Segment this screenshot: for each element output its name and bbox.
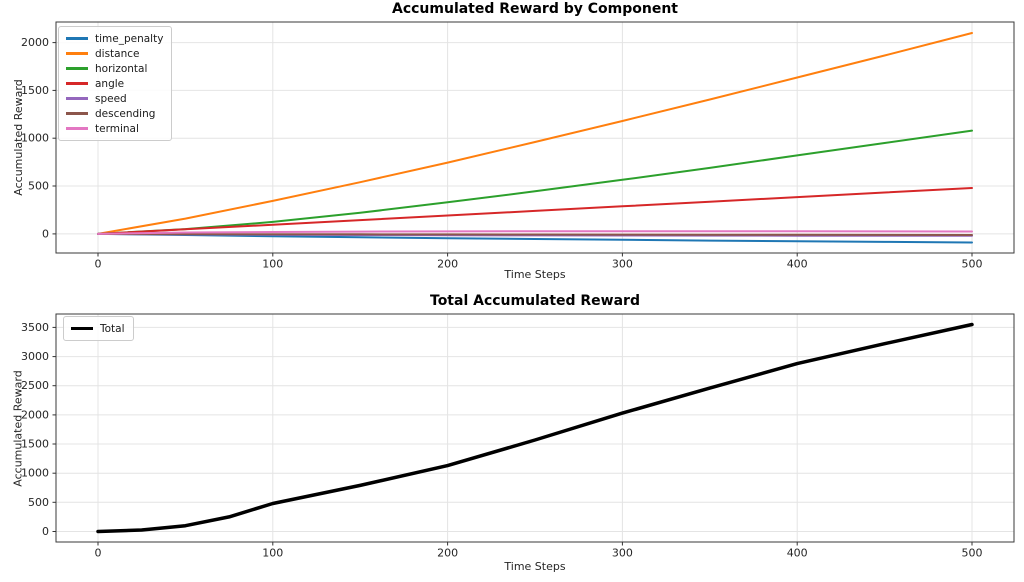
component-x-axis-label: Time Steps: [504, 268, 566, 281]
legend-label: time_penalty: [95, 32, 164, 45]
data-series: [97, 32, 973, 244]
series-line-terminal: [97, 230, 973, 235]
legend-label: horizontal: [95, 62, 148, 75]
y-tick-label: 0: [42, 227, 49, 240]
plot-spines: [55, 21, 1015, 254]
legend-label: terminal: [95, 122, 139, 135]
component-chart-title: Accumulated Reward by Component: [391, 1, 678, 17]
x-tick-label: 500: [962, 258, 983, 271]
x-tick-label: 300: [612, 258, 633, 271]
x-tick-label: 0: [95, 547, 102, 560]
data-series: [96, 322, 974, 534]
series-line-time_penalty: [97, 232, 973, 244]
legend-entry-speed: speed: [66, 91, 163, 106]
legend-line-swatch: [66, 127, 88, 130]
component-reward-chart: 0 100 200 300 400 500 0 500 1000 1500 2000 Accumul…: [0, 0, 1024, 290]
legend-entry-Total: Total: [71, 321, 125, 336]
legend-label: speed: [95, 92, 127, 105]
legend-line-swatch: [66, 97, 88, 100]
total-reward-chart: 0 100 200 300 400 500 0 500 1000 1500 2000 2500 3000…: [0, 292, 1024, 582]
y-tick-label: 2000: [21, 36, 49, 49]
legend-entry-distance: distance: [66, 46, 163, 61]
legend-label: descending: [95, 107, 156, 120]
gridlines: [56, 22, 1014, 253]
legend-label: distance: [95, 47, 140, 60]
x-tick-label: 200: [437, 547, 458, 560]
legend-entry-descending: descending: [66, 106, 163, 121]
legend-entry-horizontal: horizontal: [66, 61, 163, 76]
legend-line-swatch: [66, 67, 88, 70]
legend-line-swatch: [66, 52, 88, 55]
y-tick-label: 1000: [21, 132, 49, 145]
legend-label: angle: [95, 77, 125, 90]
total-x-axis-label: Time Steps: [504, 560, 566, 573]
x-tick-label: 400: [787, 258, 808, 271]
x-tick-label: 100: [262, 547, 283, 560]
legend-entry-terminal: terminal: [66, 121, 163, 136]
y-tick-label: 3500: [21, 321, 49, 334]
y-tick-label: 1000: [21, 467, 49, 480]
x-tick-label: 300: [612, 547, 633, 560]
total-y-axis-label: Accumulated Reward: [11, 370, 25, 487]
component-legend: time_penalty distance horizontal angle speed…: [58, 26, 173, 141]
component-y-axis-label: Accumulated Reward: [12, 79, 25, 196]
series-line-Total: [96, 322, 974, 534]
y-tick-label: 3000: [21, 350, 49, 363]
series-line-descending: [97, 232, 973, 236]
gridlines: [56, 314, 1014, 542]
total-chart-title: Total Accumulated Reward: [430, 293, 640, 309]
y-tick-label: 0: [42, 525, 49, 538]
y-tick-label: 2500: [21, 379, 49, 392]
total-plot-area: 0 100 200 300 400 500 0 500 1000 1500 2000 2500 3000…: [21, 313, 1015, 560]
legend-entry-angle: angle: [66, 76, 163, 91]
series-line-distance: [97, 32, 973, 235]
y-tick-label: 500: [28, 180, 49, 193]
x-tick-label: 400: [787, 547, 808, 560]
x-tick-label: 500: [962, 547, 983, 560]
y-tick-label: 1500: [21, 438, 49, 451]
legend-entry-time_penalty: time_penalty: [66, 31, 163, 46]
legend-line-swatch: [66, 112, 88, 115]
y-tick-label: 2000: [21, 408, 49, 421]
x-tick-label: 100: [262, 258, 283, 271]
total-legend: Total: [63, 316, 134, 341]
axis-ticks: 0 100 200 300 400 500 0 500 1000 1500 2000 2500 3000…: [21, 321, 983, 560]
y-tick-label: 1500: [21, 84, 49, 97]
legend-line-swatch: [71, 326, 93, 331]
series-line-horizontal: [97, 129, 973, 235]
legend-label: Total: [100, 322, 125, 335]
plot-spines: [55, 313, 1015, 543]
axis-ticks: 0 100 200 300 400 500 0 500 1000 1500 2000: [21, 36, 983, 270]
y-tick-label: 500: [28, 496, 49, 509]
x-tick-label: 0: [95, 258, 102, 271]
series-line-angle: [97, 187, 973, 235]
legend-line-swatch: [66, 82, 88, 85]
x-tick-label: 200: [437, 258, 458, 271]
legend-line-swatch: [66, 37, 88, 40]
component-plot-area: 0 100 200 300 400 500 0 500 1000 1500 2000: [21, 21, 1015, 271]
